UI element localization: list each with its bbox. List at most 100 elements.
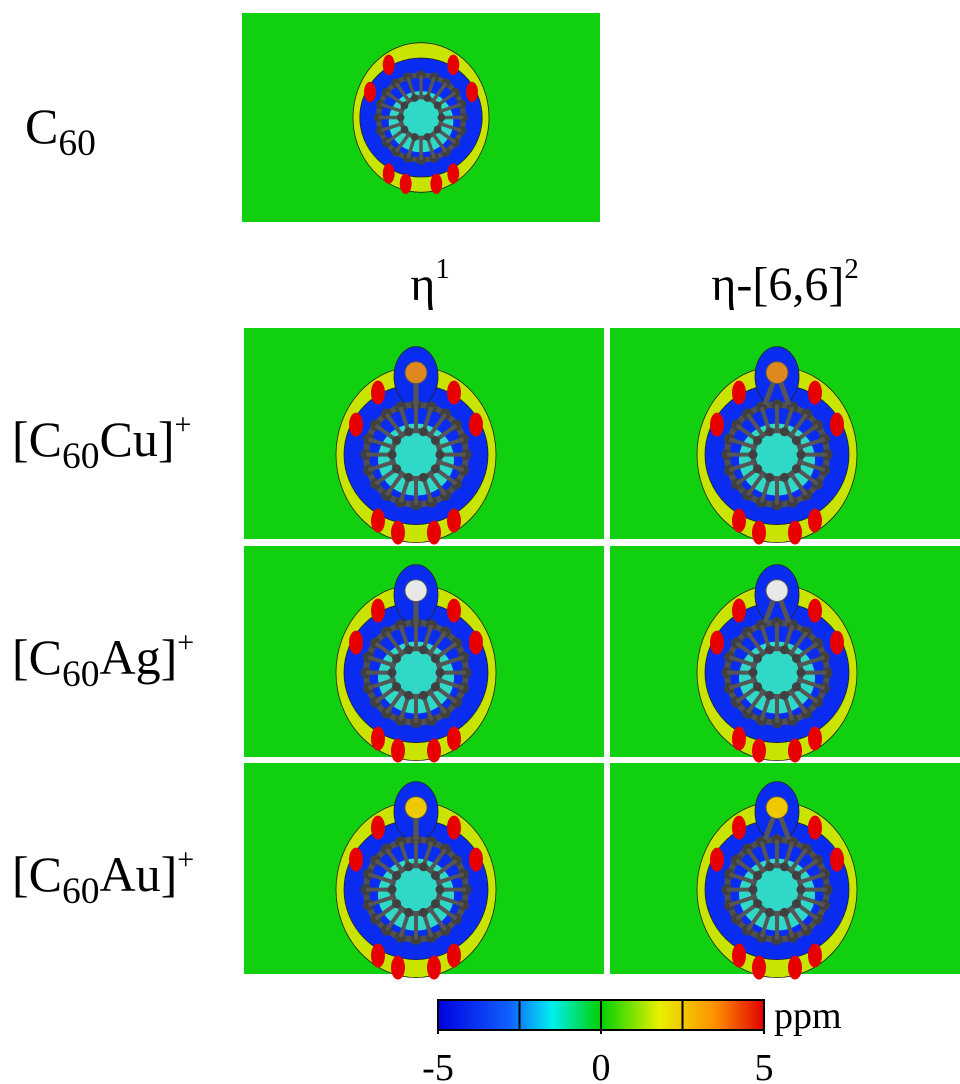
- contour-red: [430, 174, 442, 194]
- atom: [411, 94, 419, 102]
- contour-red: [469, 631, 483, 655]
- contour-red: [447, 816, 461, 840]
- atom: [765, 691, 774, 700]
- metal-atom: [405, 580, 427, 602]
- label-text: η: [711, 258, 736, 311]
- contour-red: [808, 381, 822, 405]
- panel-label: [C60Ag]+: [12, 626, 194, 695]
- contour-red: [427, 956, 441, 980]
- atom: [434, 126, 442, 134]
- atom: [753, 871, 762, 880]
- contour-red: [391, 739, 405, 763]
- contour-red: [469, 413, 483, 437]
- contour-red: [371, 381, 385, 405]
- contour-red: [732, 944, 746, 968]
- atom: [434, 102, 442, 110]
- atom: [419, 908, 428, 917]
- atom: [431, 871, 440, 880]
- contour-red: [808, 944, 822, 968]
- contour-red: [447, 944, 461, 968]
- contour-red: [808, 816, 822, 840]
- map-panel: [610, 546, 960, 763]
- atom: [797, 450, 806, 459]
- atom: [404, 473, 413, 482]
- label-text: Au]: [100, 846, 178, 902]
- contour-red: [732, 509, 746, 533]
- contour-red: [427, 739, 441, 763]
- atom: [753, 464, 762, 473]
- atom: [436, 885, 445, 894]
- atom: [438, 114, 446, 122]
- label-superscript: +: [177, 843, 194, 876]
- atom: [797, 668, 806, 677]
- label-superscript: 2: [844, 253, 858, 285]
- atom: [436, 450, 445, 459]
- atom: [792, 682, 801, 691]
- atom: [388, 668, 397, 677]
- atom: [780, 862, 789, 871]
- atom: [780, 908, 789, 917]
- contour-red: [391, 521, 405, 545]
- atom: [753, 682, 762, 691]
- atom: [749, 450, 758, 459]
- atom: [419, 427, 428, 436]
- contour-red: [710, 631, 724, 655]
- atom: [431, 899, 440, 908]
- atom: [753, 654, 762, 663]
- atom: [792, 871, 801, 880]
- atom: [419, 691, 428, 700]
- label-superscript: 1: [435, 253, 449, 285]
- metal-atom: [766, 580, 788, 602]
- atom: [404, 691, 413, 700]
- colorbar-unit: ppm: [774, 995, 842, 1037]
- map-panel: [242, 13, 600, 222]
- contour-red: [371, 509, 385, 533]
- contour-red: [830, 413, 844, 437]
- contour-red: [447, 55, 459, 75]
- map-panel: [244, 763, 604, 980]
- atom: [749, 885, 758, 894]
- atom: [431, 654, 440, 663]
- label-text: -[6,6]: [736, 258, 844, 311]
- atom: [765, 908, 774, 917]
- label-superscript: +: [175, 408, 192, 441]
- contour-red: [732, 816, 746, 840]
- atom: [765, 862, 774, 871]
- metal-atom: [405, 362, 427, 384]
- figure: C60η1η-[6,6]2[C60Cu]+[C60Ag]+[C60Au]+-50…: [0, 0, 960, 1084]
- colorbar-tick-label: 0: [592, 1047, 611, 1084]
- colorbar-tick-label: 5: [755, 1047, 774, 1084]
- atom: [392, 464, 401, 473]
- atom: [423, 94, 431, 102]
- atom: [404, 862, 413, 871]
- contour-red: [447, 599, 461, 623]
- contour-red: [469, 848, 483, 872]
- metal-atom: [766, 797, 788, 819]
- contour-red: [732, 381, 746, 405]
- label-subscript: 60: [62, 654, 100, 695]
- atom: [419, 645, 428, 654]
- atom: [392, 436, 401, 445]
- contour-red: [752, 739, 766, 763]
- contour-red: [447, 163, 459, 183]
- panel-label: η1: [410, 253, 450, 311]
- contour-red: [752, 956, 766, 980]
- atom: [792, 464, 801, 473]
- label-text: η: [410, 258, 435, 311]
- contour-red: [371, 944, 385, 968]
- contour-red: [391, 956, 405, 980]
- atom: [401, 126, 409, 134]
- atom: [792, 436, 801, 445]
- contour-red: [466, 82, 478, 102]
- contour-red: [383, 55, 395, 75]
- label-text: Ag]: [100, 629, 178, 685]
- contour-red: [364, 82, 376, 102]
- contour-red: [808, 509, 822, 533]
- atom: [431, 436, 440, 445]
- label-text: [C: [12, 629, 62, 685]
- label-superscript: +: [177, 626, 194, 659]
- label-text: [C: [12, 411, 62, 467]
- atom: [436, 668, 445, 677]
- atom: [431, 464, 440, 473]
- contour-red: [830, 631, 844, 655]
